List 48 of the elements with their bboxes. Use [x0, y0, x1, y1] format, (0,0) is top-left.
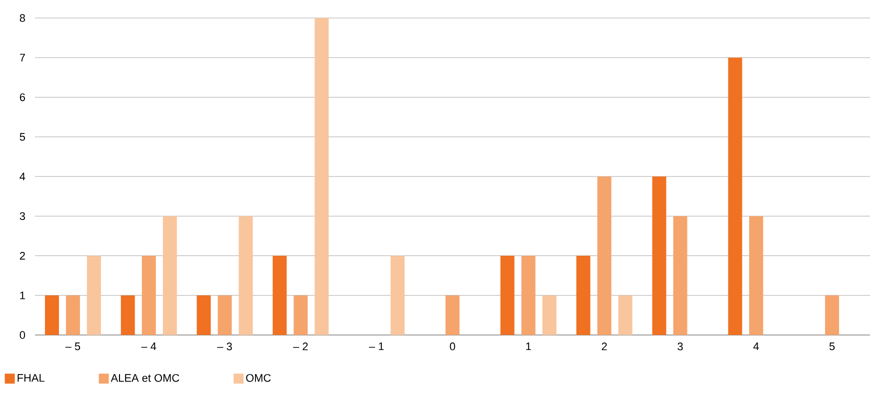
bar [390, 256, 405, 335]
bar [120, 295, 135, 335]
bar [86, 256, 101, 335]
x-tick-label: – 1 [368, 342, 384, 350]
bar [542, 295, 556, 335]
y-tick-label: 3 [20, 212, 25, 220]
y-tick-label: 2 [20, 252, 25, 260]
x-tick-label: – 4 [141, 342, 156, 350]
bar [44, 295, 59, 335]
x-tick-label: 4 [753, 342, 759, 350]
bar [521, 256, 536, 335]
bar [500, 256, 514, 335]
x-tick-label: – 2 [293, 342, 308, 350]
legend-label: FHAL [18, 374, 44, 382]
y-tick-label: 0 [20, 331, 26, 339]
x-tick-label: 3 [678, 342, 683, 350]
bar [162, 216, 177, 335]
bar [196, 295, 211, 335]
bar [749, 216, 764, 335]
bar [142, 256, 156, 335]
y-tick-label: 1 [20, 292, 25, 300]
y-tick-label: 7 [20, 54, 25, 62]
bar [576, 256, 590, 335]
bar [825, 295, 840, 335]
y-tick-label: 5 [20, 133, 26, 141]
legend-label: ALEA et OMC [110, 374, 180, 382]
bar [673, 216, 688, 335]
y-tick-label: 8 [20, 14, 25, 22]
x-tick-label: 1 [526, 342, 531, 350]
y-tick-label: 6 [20, 93, 25, 102]
x-tick-label: – 5 [65, 342, 80, 350]
legend-label: OMC [246, 374, 271, 382]
bar [314, 18, 329, 335]
y-tick-label: 4 [20, 172, 26, 180]
bar [728, 58, 742, 335]
x-tick-label: 5 [829, 342, 835, 350]
bar [652, 176, 666, 335]
x-tick-label: 0 [450, 342, 456, 350]
bar [272, 256, 287, 335]
bar [218, 295, 232, 335]
bar [597, 176, 612, 335]
bar [66, 295, 80, 335]
x-tick-label: 2 [602, 342, 607, 350]
bar [446, 295, 460, 335]
bar [618, 295, 632, 335]
x-tick-label: – 3 [217, 342, 232, 350]
bar [294, 295, 308, 335]
bar [238, 216, 253, 335]
